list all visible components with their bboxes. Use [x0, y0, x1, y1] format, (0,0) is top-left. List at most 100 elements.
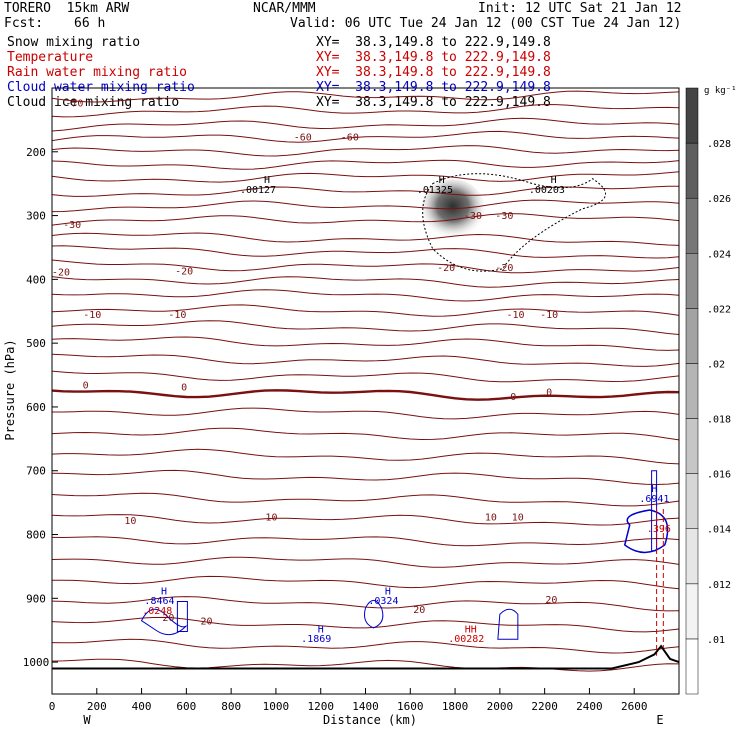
max-annotation: H	[651, 484, 657, 495]
isotherm-label: -20	[52, 268, 70, 279]
isotherm-label: -10	[83, 310, 101, 321]
isotherm-label: -20	[175, 266, 193, 277]
colorbar-tick-label: .014	[707, 525, 731, 536]
max-annotation: HH	[465, 624, 477, 635]
y-tick-label: 700	[26, 465, 46, 478]
isotherm-line	[51, 353, 680, 367]
colorbar-tick-label: .028	[707, 139, 731, 150]
forecast-hour: 66 h	[74, 16, 106, 31]
east-label: E	[656, 713, 663, 727]
isotherm-label: 0	[181, 383, 187, 394]
max-annotation: H	[318, 624, 324, 635]
temperature-isotherms	[51, 90, 680, 672]
isotherm-label: -20	[495, 263, 513, 274]
isotherm-line	[51, 427, 680, 441]
isotherm-line	[51, 370, 680, 383]
x-tick-label: 600	[176, 700, 196, 713]
isotherm-line	[51, 213, 680, 226]
isotherm-line	[51, 199, 680, 213]
x-tick-label: 2400	[576, 700, 603, 713]
x-tick-label: 1200	[307, 700, 334, 713]
field-name-cloud-ice: Cloud ice mixing ratio	[7, 95, 180, 110]
cloud-ice-contour	[422, 173, 606, 272]
isotherm-label: 20	[413, 605, 425, 616]
isotherm-label: 0	[83, 381, 89, 392]
x-tick-label: 2000	[487, 700, 514, 713]
terrain-surface	[52, 644, 680, 670]
max-annotation: .0248	[142, 606, 172, 617]
isotherm-line	[51, 492, 680, 507]
snow-max-area	[420, 179, 485, 240]
field-name-snow: Snow mixing ratio	[7, 35, 141, 50]
colorbar-tick-label: .018	[707, 415, 731, 426]
cloud-contours	[140, 173, 669, 656]
x-tick-label: 800	[221, 700, 241, 713]
isotherm-label: -20	[437, 263, 455, 274]
x-tick-label: 2200	[531, 700, 558, 713]
isotherm-line	[51, 320, 680, 335]
colorbar-swatch	[685, 253, 699, 309]
isotherm-line	[51, 171, 680, 183]
isotherm-line	[51, 575, 680, 590]
init-time: Init: 12 UTC Sat 21 Jan 12	[478, 1, 682, 16]
cloud-water-contour	[176, 601, 188, 633]
colorbar-tick-label: .02	[707, 359, 725, 370]
field-name-temperature: Temperature	[7, 50, 94, 65]
org-label: NCAR/MMM	[253, 1, 316, 16]
max-annotation: .396	[647, 524, 671, 535]
x-tick-label: 1800	[442, 700, 469, 713]
isotherm-line	[51, 448, 680, 465]
isotherm-label: -60	[341, 132, 359, 143]
colorbar-tick-label: .026	[707, 194, 731, 205]
max-annotation: H	[385, 587, 391, 598]
field-xy-snow: XY= 38.3,149.8 to 222.9,149.8	[316, 35, 551, 50]
max-annotation: H	[161, 587, 167, 598]
max-annotation: .8464	[144, 596, 174, 607]
isotherm-line	[51, 536, 680, 547]
y-tick-label: 1000	[23, 656, 50, 669]
isotherm-line	[51, 232, 680, 246]
isotherm-line	[51, 556, 680, 568]
colorbar-swatch	[685, 87, 699, 144]
isotherm-label: -30	[464, 211, 482, 222]
field-name-rain: Rain water mixing ratio	[7, 65, 188, 80]
model-label: TORERO 15km ARW	[4, 1, 130, 16]
cloud-water-contour	[623, 509, 669, 554]
max-annotation: .1869	[301, 634, 331, 645]
isotherm-label: 20	[545, 595, 557, 606]
isotherm-line	[51, 658, 680, 672]
axes: 0 200 400 600 800 1000 1200 1400 1600 1800 2000 220…	[3, 146, 664, 727]
cloud-water-contour	[651, 470, 658, 552]
colorbar-swatch	[685, 308, 699, 364]
x-tick-label: 1400	[352, 700, 379, 713]
x-tick-label: 1600	[397, 700, 424, 713]
isotherm-label: 20	[162, 613, 174, 624]
isotherm-line	[51, 514, 680, 526]
isotherm-zero	[51, 389, 680, 401]
isotherm-label: 10	[124, 516, 136, 527]
isotherm-line	[51, 145, 680, 157]
max-annotation: .6941	[639, 494, 669, 505]
x-tick-label: 2600	[621, 700, 648, 713]
isotherm-line	[51, 289, 680, 302]
isotherm-line	[51, 304, 680, 317]
isotherm-label: -10	[168, 310, 186, 321]
cloud-water-contour	[364, 599, 384, 629]
isotherm-label: 0	[546, 388, 552, 399]
colorbar-tick-label: .012	[707, 580, 731, 591]
colorbar-tick-label: .024	[707, 249, 731, 260]
cloud-water-contour	[497, 608, 519, 640]
terrain-line	[52, 644, 680, 670]
colorbar-swatch	[685, 418, 699, 474]
y-tick-label: 200	[26, 146, 46, 159]
cloud-water-contour	[140, 608, 187, 636]
isotherm-label: -60	[294, 132, 312, 143]
isotherm-line	[51, 336, 680, 351]
max-annotation: H	[551, 175, 557, 186]
colorbar-tick-label: .022	[707, 304, 731, 315]
colorbar-swatch	[685, 638, 699, 695]
x-tick-label: 1000	[263, 700, 290, 713]
isotherm-line	[51, 90, 680, 103]
isotherm-line	[51, 638, 680, 654]
